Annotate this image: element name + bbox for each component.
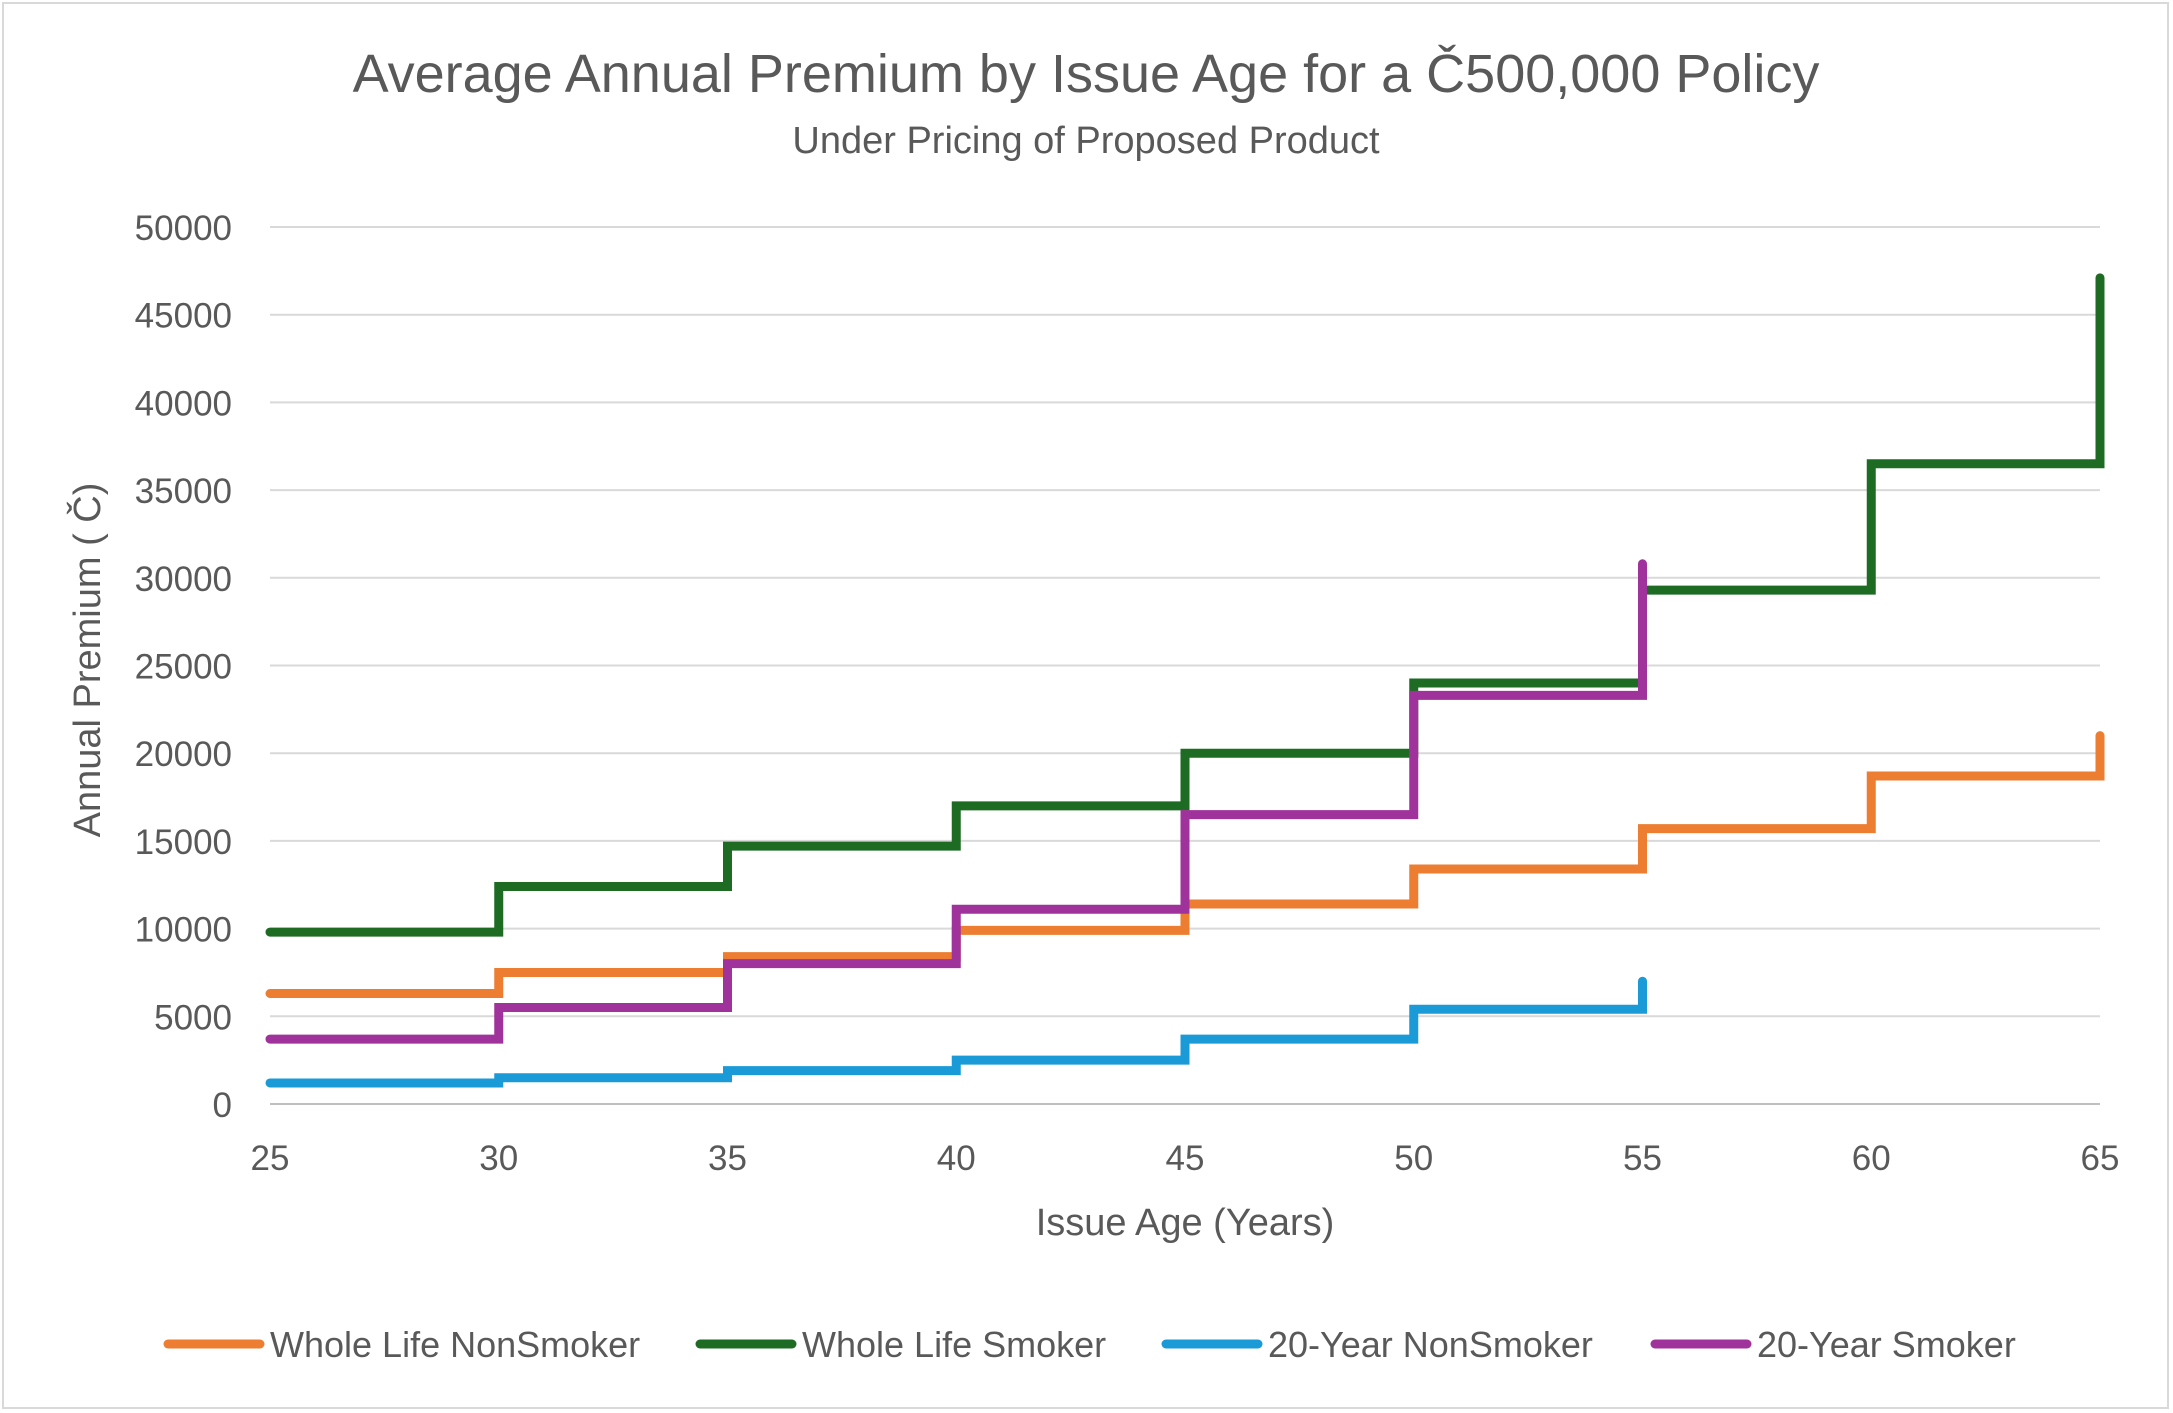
x-tick-label: 60: [1852, 1139, 1891, 1178]
x-tick-label: 65: [2081, 1139, 2120, 1178]
legend-label: 20-Year NonSmoker: [1268, 1324, 1593, 1365]
y-tick-label: 50000: [135, 209, 232, 248]
x-tick-label: 50: [1394, 1139, 1433, 1178]
x-tick-label: 40: [937, 1139, 976, 1178]
series-group: [265, 273, 2105, 1088]
y-tick-label: 10000: [135, 911, 232, 950]
gridlines: [270, 226, 2100, 1105]
chart-subtitle: Under Pricing of Proposed Product: [792, 120, 1380, 162]
y-tick-label: 45000: [135, 297, 232, 336]
x-axis-ticks: 25 30 35 40 45 50 55 60 65: [251, 1139, 2120, 1178]
x-tick-label: 55: [1623, 1139, 1662, 1178]
y-tick-label: 0: [213, 1086, 232, 1125]
x-axis-label: Issue Age (Years): [1036, 1202, 1335, 1244]
y-tick-label: 30000: [135, 560, 232, 599]
y-tick-label: 5000: [154, 998, 232, 1037]
y-tick-label: 15000: [135, 823, 232, 862]
y-tick-label: 25000: [135, 648, 232, 687]
chart-title: Average Annual Premium by Issue Age for …: [353, 44, 1820, 104]
y-tick-label: 20000: [135, 735, 232, 774]
legend-label: Whole Life NonSmoker: [270, 1324, 640, 1365]
y-axis-label: Annual Premium ( Č): [65, 483, 109, 838]
x-tick-label: 45: [1166, 1139, 1205, 1178]
x-tick-label: 30: [479, 1139, 518, 1178]
y-axis-ticks: 0 5000 10000 15000 20000 25000 30000 35000 40000…: [135, 209, 232, 1125]
legend-label: Whole Life Smoker: [802, 1324, 1106, 1365]
y-tick-label: 35000: [135, 472, 232, 511]
legend: Whole Life NonSmoker Whole Life Smoker 20-…: [163, 1324, 2016, 1365]
y-tick-label: 40000: [135, 384, 232, 423]
x-tick-label: 25: [251, 1139, 290, 1178]
x-tick-label: 35: [708, 1139, 747, 1178]
legend-label: 20-Year Smoker: [1757, 1324, 2016, 1365]
